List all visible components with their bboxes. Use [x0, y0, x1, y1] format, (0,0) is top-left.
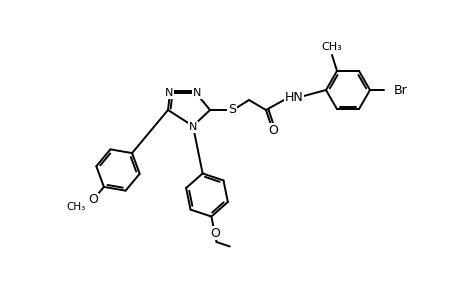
Text: Br: Br [393, 83, 407, 97]
Text: O: O [88, 194, 98, 206]
Text: CH₃: CH₃ [321, 42, 341, 52]
Text: CH₃: CH₃ [67, 202, 86, 212]
Text: HN: HN [285, 91, 303, 103]
Text: N: N [188, 122, 197, 132]
Text: O: O [268, 124, 277, 136]
Text: N: N [164, 88, 173, 98]
Text: O: O [209, 227, 219, 240]
Text: S: S [228, 103, 235, 116]
Text: N: N [192, 88, 201, 98]
